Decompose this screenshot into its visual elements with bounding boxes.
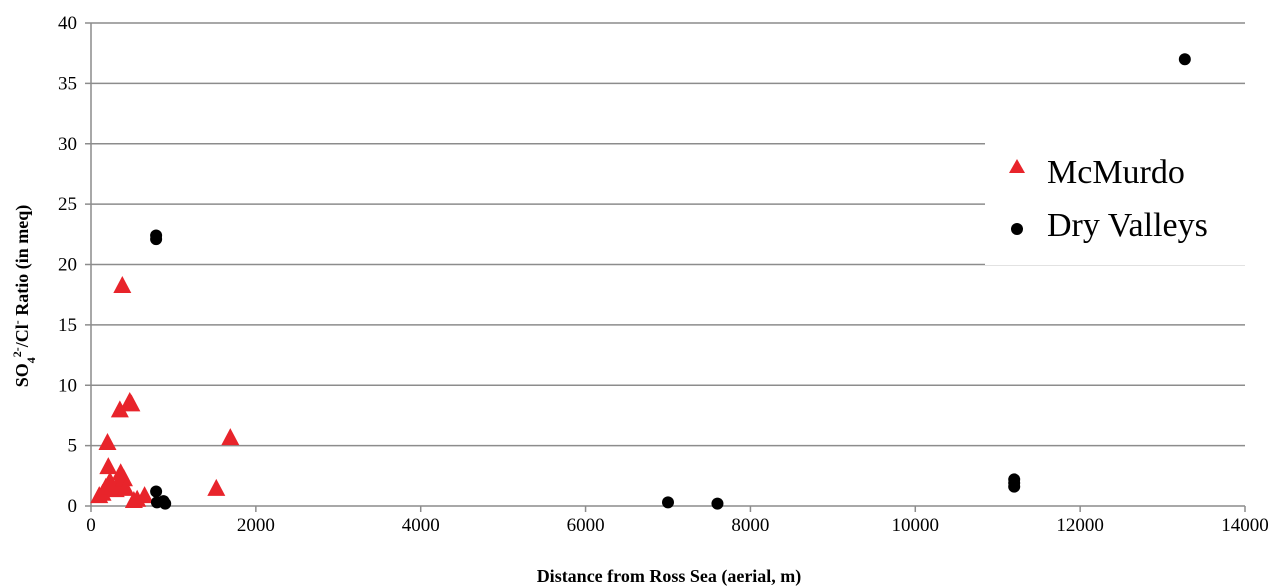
point-mcmurdo-3 [98, 433, 117, 451]
point-mcmurdo-15 [122, 394, 141, 412]
point-dry-valleys-5 [159, 497, 172, 510]
point-mcmurdo-12 [114, 469, 133, 487]
legend-marker-dry-valleys [1011, 223, 1023, 235]
legend-label-dry-valleys: Dry Valleys [1047, 207, 1208, 244]
y-axis-title-prefix: SO [12, 363, 32, 387]
x-tick-label-2000: 2000 [237, 515, 275, 536]
point-dry-valleys-1 [150, 233, 163, 246]
gridlines [91, 22, 1245, 447]
data-points [90, 53, 1191, 510]
x-tick-label-10000: 10000 [892, 515, 940, 536]
series-0 [90, 276, 240, 508]
y-tick-label-25: 25 [58, 194, 77, 215]
y-tick-label-30: 30 [58, 134, 77, 155]
y-axis-title-sup: 2- [10, 347, 24, 357]
point-dry-valleys-2 [150, 485, 163, 498]
y-axis-title-suffix: Ratio (in meq) [12, 205, 33, 321]
x-tick-label-14000: 14000 [1221, 515, 1269, 536]
y-tick-labels: 0 5 10 15 20 25 30 35 40 [58, 13, 77, 517]
y-axis-title-sub: 4 [24, 357, 38, 363]
x-tick-labels: 0 2000 4000 6000 8000 10000 12000 14000 [86, 515, 1269, 536]
y-tick-label-20: 20 [58, 255, 77, 276]
x-tick-label-0: 0 [86, 515, 96, 536]
point-mcmurdo-20 [221, 428, 240, 446]
x-tick-label-4000: 4000 [402, 515, 440, 536]
axes [85, 22, 1246, 512]
y-axis-title: SO42-/Cl- Ratio (in meq) [10, 205, 38, 388]
legend: McMurdo Dry Valleys [985, 140, 1265, 265]
point-mcmurdo-9 [110, 400, 129, 418]
legend-background [985, 140, 1265, 265]
point-mcmurdo-11 [113, 276, 132, 294]
point-dry-valleys-10 [1008, 480, 1021, 493]
point-dry-valleys-11 [1178, 53, 1191, 66]
series-1 [150, 53, 1191, 510]
point-dry-valleys-6 [662, 496, 674, 509]
y-axis-title-sup2: - [10, 320, 24, 324]
legend-label-mcmurdo: McMurdo [1047, 154, 1185, 191]
point-mcmurdo-18 [135, 486, 154, 504]
x-axis-title: Distance from Ross Sea (aerial, m) [537, 566, 802, 587]
y-axis-title-mid: /Cl [12, 324, 32, 348]
legend-marker-mcmurdo [1009, 159, 1025, 173]
x-tick-label-8000: 8000 [731, 515, 769, 536]
y-tick-label-35: 35 [58, 73, 77, 94]
x-tick-label-6000: 6000 [567, 515, 605, 536]
point-mcmurdo-19 [207, 478, 226, 496]
y-tick-label-10: 10 [58, 375, 77, 396]
y-tick-label-15: 15 [58, 315, 77, 336]
point-mcmurdo-13 [116, 478, 135, 496]
y-tick-label-5: 5 [68, 436, 78, 457]
x-tick-label-12000: 12000 [1056, 515, 1104, 536]
y-tick-label-0: 0 [68, 496, 78, 517]
point-dry-valleys-7 [711, 497, 724, 510]
point-mcmurdo-4 [99, 457, 118, 475]
y-tick-label-40: 40 [58, 13, 77, 34]
